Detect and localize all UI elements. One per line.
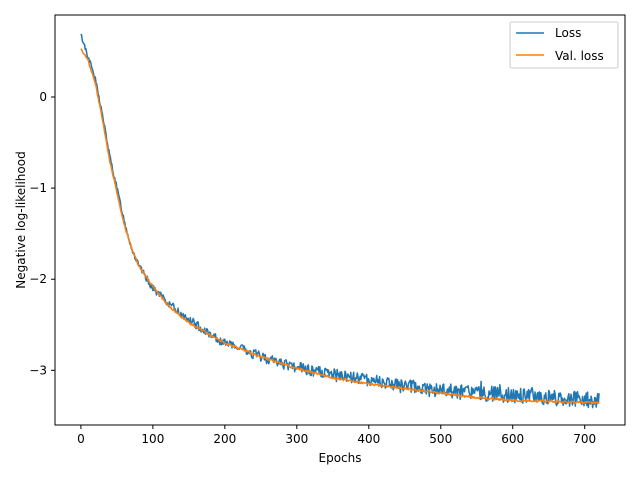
val-loss-line [80, 48, 600, 405]
x-tick-label: 0 [77, 432, 85, 446]
x-tick-label: 100 [141, 432, 164, 446]
x-tick-label: 200 [213, 432, 236, 446]
plot-frame [54, 14, 626, 426]
y-tick-label: −3 [29, 363, 47, 377]
series-layer [80, 33, 600, 409]
x-tick-label: 500 [429, 432, 452, 446]
y-axis-label: Negative log-likelihood [14, 151, 28, 288]
x-tick-label: 400 [357, 432, 380, 446]
x-axis-ticks: 0 100 200 300 400 500 600 700 [77, 425, 596, 446]
x-tick-label: 700 [573, 432, 596, 446]
x-axis-label: Epochs [319, 451, 362, 465]
legend-label-val-loss: Val. loss [555, 49, 604, 63]
legend: Loss Val. loss [509, 21, 619, 69]
x-tick-label: 300 [285, 432, 308, 446]
y-tick-label: −2 [29, 272, 47, 286]
y-tick-label: 0 [39, 90, 47, 104]
legend-label-loss: Loss [555, 26, 581, 40]
x-tick-label: 600 [501, 432, 524, 446]
y-axis-ticks: 0 −1 −2 −3 [29, 90, 55, 377]
y-tick-label: −1 [29, 181, 47, 195]
plot-area [55, 15, 625, 425]
